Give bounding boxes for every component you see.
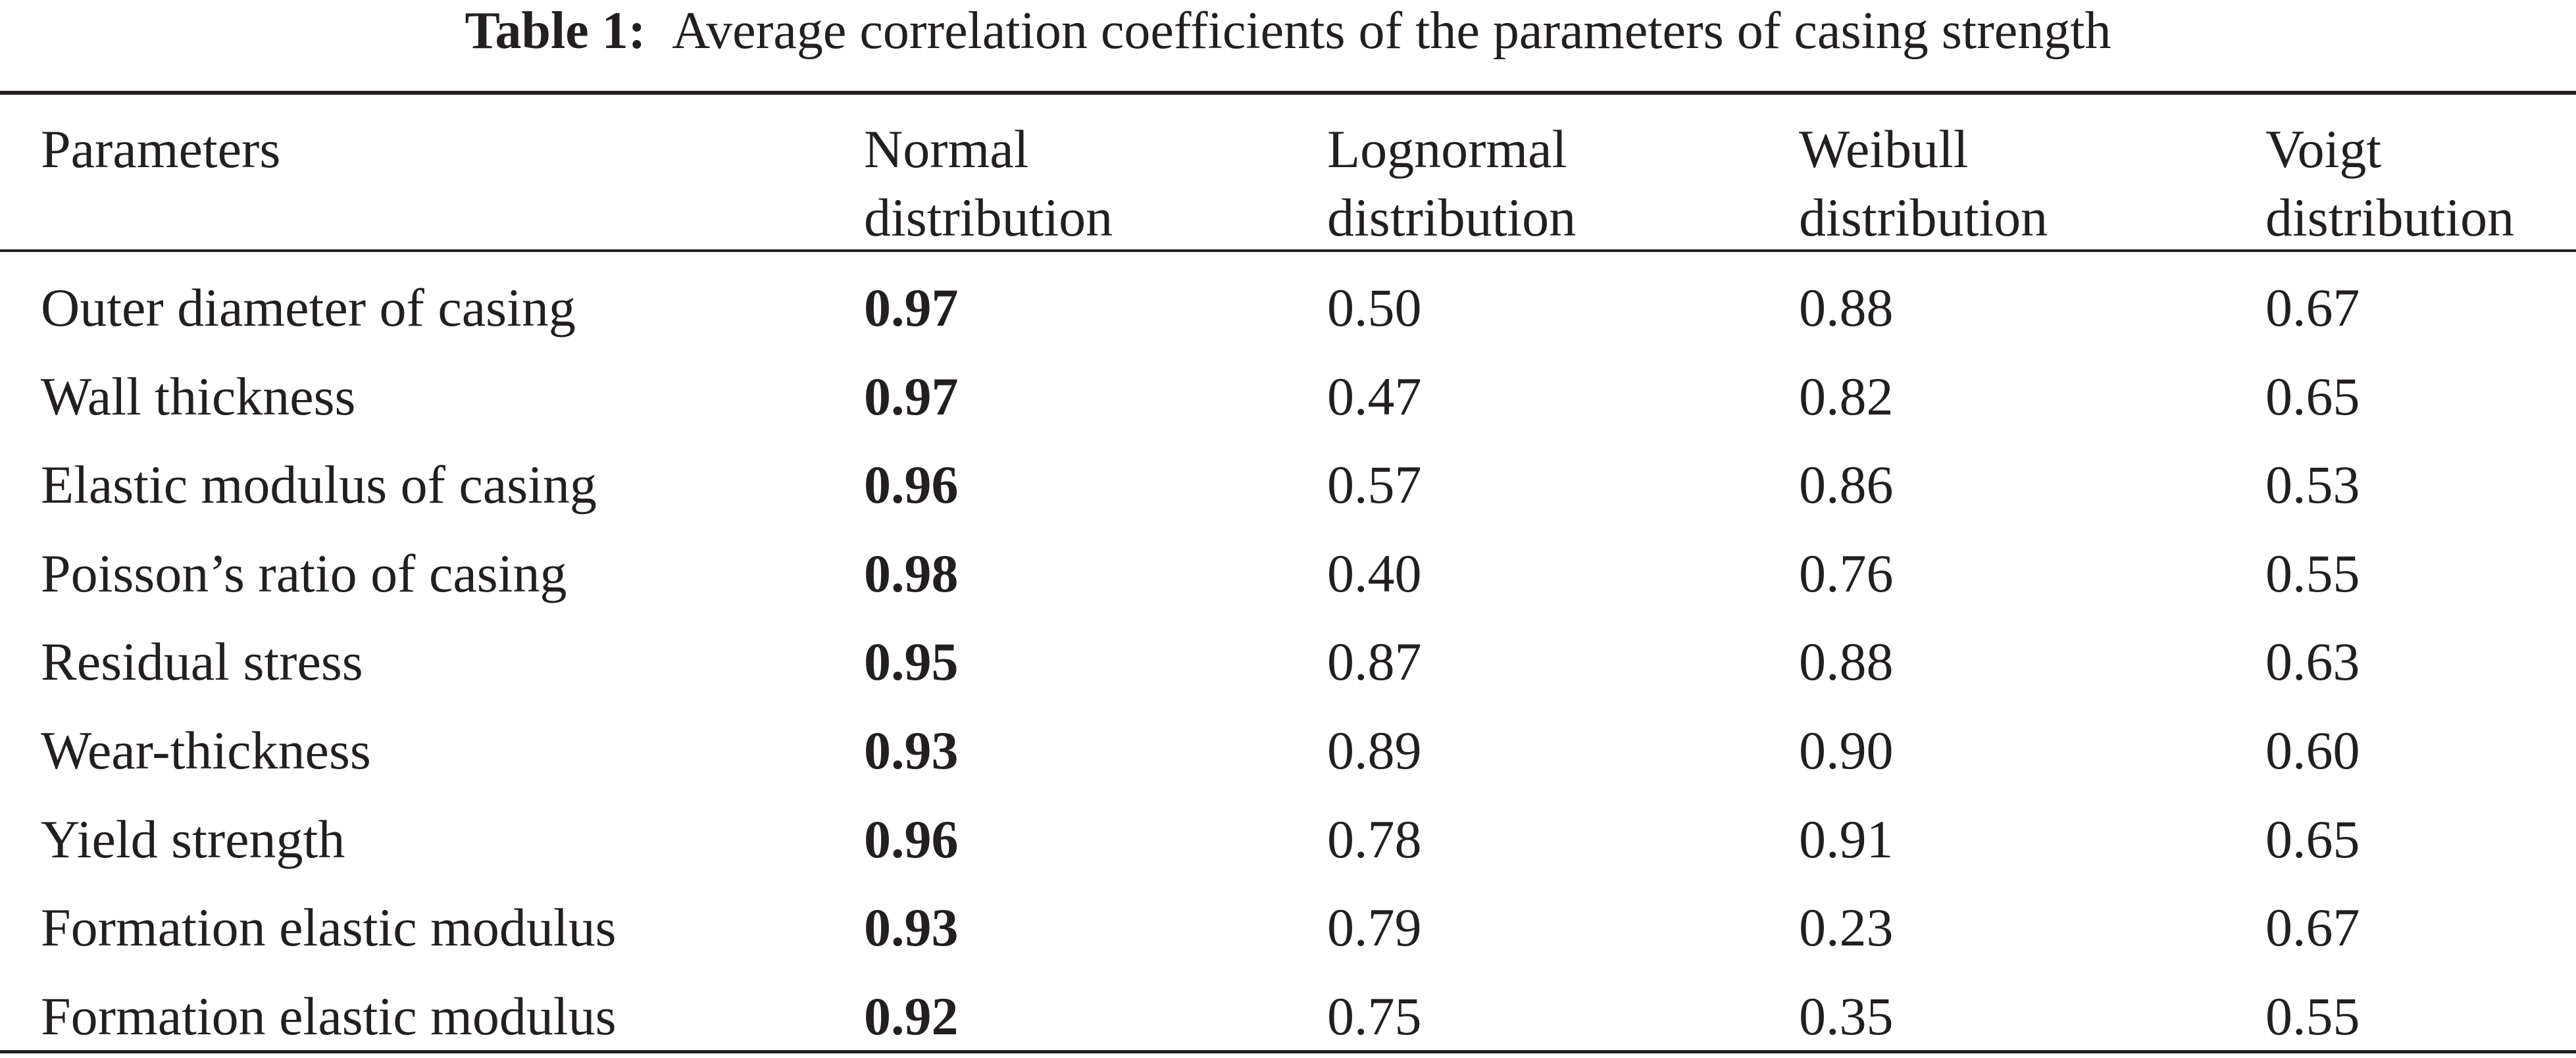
table-cell: 0.93 bbox=[864, 897, 959, 957]
table-cell: 0.63 bbox=[2265, 632, 2360, 692]
column-header-line-1: Voigt bbox=[2265, 119, 2382, 179]
table-cell: 0.78 bbox=[1327, 809, 1422, 869]
table-cell: 0.91 bbox=[1799, 809, 1894, 869]
table-caption-label: Table 1: bbox=[465, 2, 646, 60]
table-cell: 0.67 bbox=[2265, 278, 2360, 338]
table-cell: 0.97 bbox=[864, 366, 959, 426]
column-header-line-1: Weibull bbox=[1799, 119, 1969, 179]
table-caption-text: Average correlation coefficients of the … bbox=[672, 2, 2111, 60]
table-cell: 0.57 bbox=[1327, 455, 1422, 515]
parameter-name-cell: Formation elastic modulus bbox=[41, 897, 617, 957]
column-header-normal: Normal distribution bbox=[864, 115, 1113, 252]
table-cell: 0.40 bbox=[1327, 543, 1422, 603]
table-cell: 0.35 bbox=[1799, 986, 1894, 1046]
parameter-name-cell: Poisson’s ratio of casing bbox=[41, 543, 567, 603]
table-cell: 0.96 bbox=[864, 809, 959, 869]
column-header-line-1: Normal bbox=[864, 119, 1029, 179]
parameter-name-cell: Yield strength bbox=[41, 809, 345, 869]
column-header-line-1: Parameters bbox=[41, 119, 281, 179]
column-header-lognormal: Lognormal distribution bbox=[1327, 115, 1576, 252]
table-cell: 0.47 bbox=[1327, 366, 1422, 426]
column-header-line-2: distribution bbox=[1327, 188, 1577, 247]
table-cell: 0.96 bbox=[864, 455, 959, 515]
table-cell: 0.92 bbox=[864, 986, 959, 1046]
table-cell: 0.95 bbox=[864, 632, 959, 692]
column-header-voigt: Voigt distribution bbox=[2265, 115, 2514, 252]
parameter-name-cell: Formation elastic modulus bbox=[41, 986, 617, 1046]
table-cell: 0.88 bbox=[1799, 632, 1894, 692]
table-cell: 0.89 bbox=[1327, 720, 1422, 780]
table-cell: 0.86 bbox=[1799, 455, 1894, 515]
table-cell: 0.79 bbox=[1327, 897, 1422, 957]
column-header-line-2: distribution bbox=[864, 188, 1113, 247]
table-cell: 0.55 bbox=[2265, 543, 2360, 603]
column-header-line-2: distribution bbox=[1799, 188, 2048, 247]
table-cell: 0.87 bbox=[1327, 632, 1422, 692]
table-header-rule bbox=[0, 249, 2576, 252]
table-cell: 0.98 bbox=[864, 543, 959, 603]
table-bottom-rule bbox=[0, 1050, 2576, 1053]
table-cell: 0.55 bbox=[2265, 986, 2360, 1046]
table-cell: 0.88 bbox=[1799, 278, 1894, 338]
parameter-name-cell: Residual stress bbox=[41, 632, 363, 692]
parameter-name-cell: Wall thickness bbox=[41, 366, 356, 426]
table-cell: 0.93 bbox=[864, 720, 959, 780]
table-cell: 0.65 bbox=[2265, 809, 2360, 869]
table-cell: 0.75 bbox=[1327, 986, 1422, 1046]
table-cell: 0.65 bbox=[2265, 366, 2360, 426]
column-header-line-2: distribution bbox=[2265, 188, 2515, 247]
column-header-parameters: Parameters bbox=[41, 115, 280, 184]
table-cell: 0.50 bbox=[1327, 278, 1422, 338]
table-caption: Table 1: Average correlation coefficient… bbox=[0, 1, 2576, 61]
parameter-name-cell: Elastic modulus of casing bbox=[41, 455, 597, 515]
table-cell: 0.60 bbox=[2265, 720, 2360, 780]
parameter-name-cell: Wear-thickness bbox=[41, 720, 371, 780]
table-cell: 0.82 bbox=[1799, 366, 1894, 426]
table-cell: 0.90 bbox=[1799, 720, 1894, 780]
column-header-line-1: Lognormal bbox=[1327, 119, 1567, 179]
parameter-name-cell: Outer diameter of casing bbox=[41, 278, 576, 338]
column-header-weibull: Weibull distribution bbox=[1799, 115, 2048, 252]
table-cell: 0.53 bbox=[2265, 455, 2360, 515]
table-top-rule bbox=[0, 91, 2576, 95]
table-cell: 0.76 bbox=[1799, 543, 1894, 603]
table-cell: 0.67 bbox=[2265, 897, 2360, 957]
table-cell: 0.97 bbox=[864, 278, 959, 338]
table-cell: 0.23 bbox=[1799, 897, 1894, 957]
